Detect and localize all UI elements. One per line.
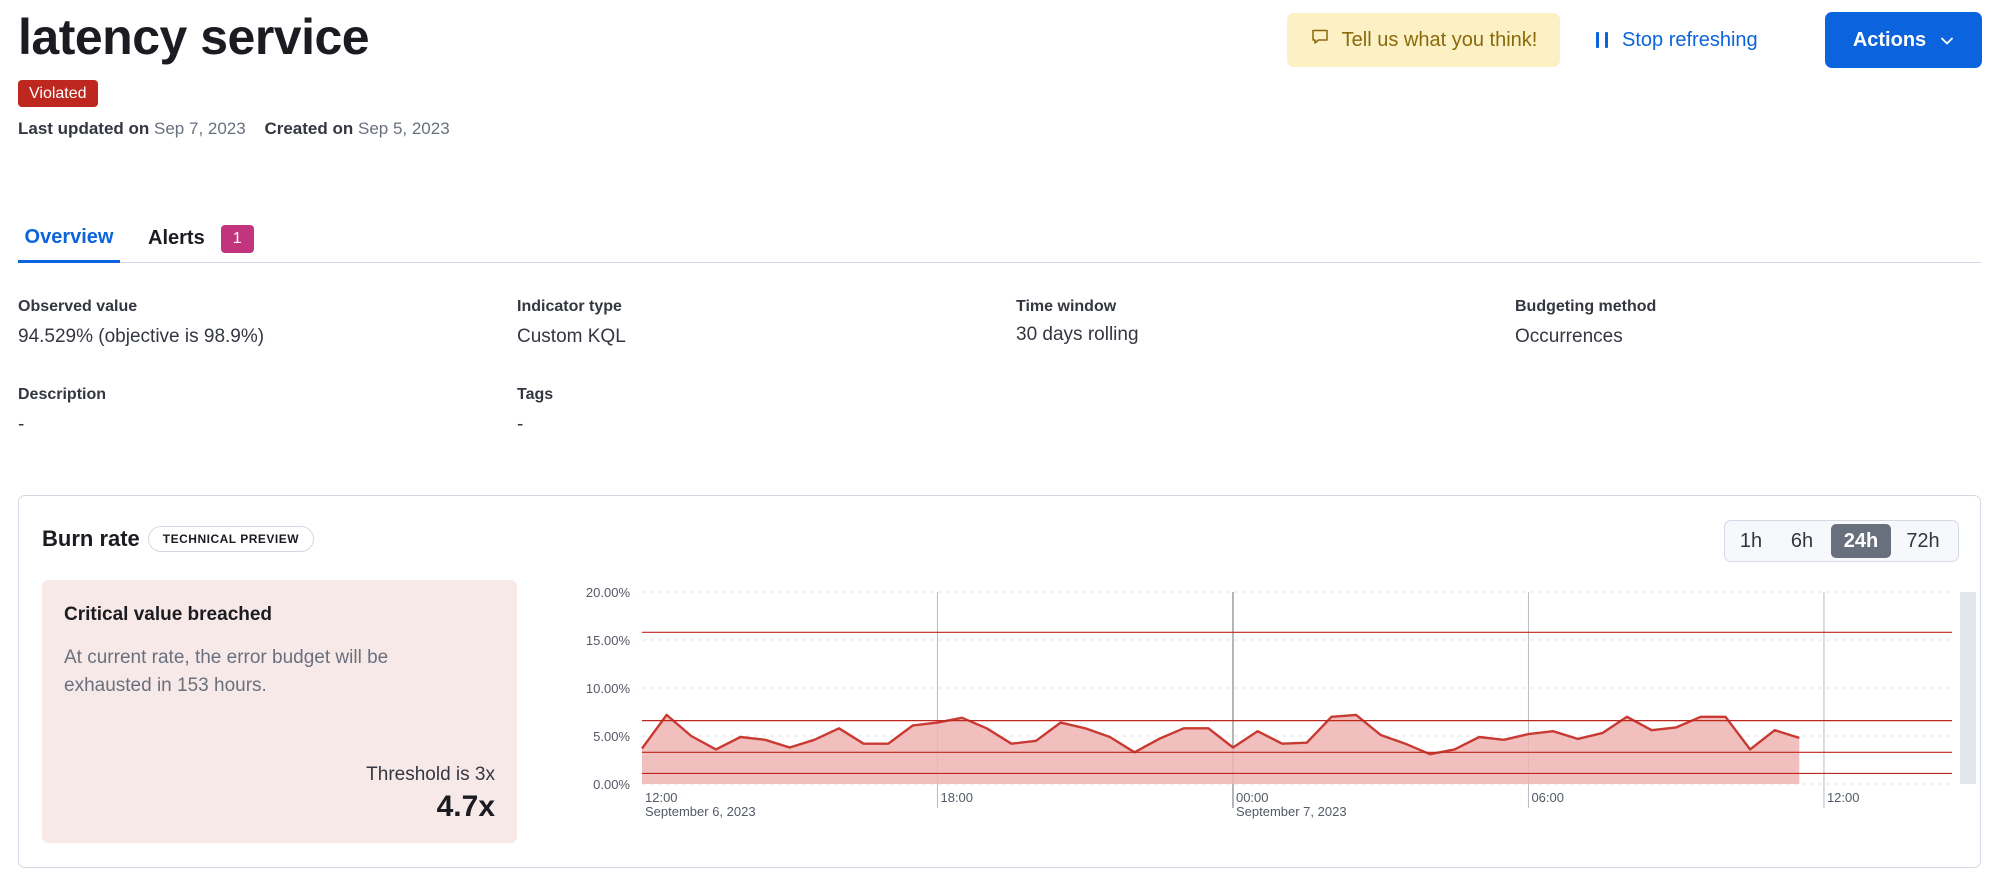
burn-rate-line [641, 713, 1800, 756]
x-tick-label: 12:00 [645, 790, 678, 805]
tags-value: - [517, 414, 524, 435]
actions-button[interactable]: Actions [1825, 12, 1982, 68]
range-button-6h[interactable]: 6h [1790, 529, 1814, 552]
x-tick-label: 00:00 [1236, 790, 1269, 805]
observed-value-field: Observed value 94.529% (objective is 98.… [18, 298, 264, 348]
created-value: Sep 5, 2023 [357, 119, 450, 138]
burn-rate-title-text: Burn rate [42, 526, 140, 551]
range-button-72h[interactable]: 72h [1906, 529, 1940, 552]
pause-icon [1596, 32, 1608, 48]
current-period-band [1960, 592, 1976, 784]
feedback-button[interactable]: Tell us what you think! [1287, 13, 1560, 67]
threshold-text: Threshold is 3x [366, 764, 495, 785]
x-tick-label: 12:00 [1827, 790, 1860, 805]
burn-rate-panel: Burn rate TECHNICAL PREVIEW 1h 6h 24h 72… [18, 495, 1981, 868]
range-button-24h[interactable]: 24h [1831, 524, 1891, 558]
y-tick-label: 20.00% [586, 585, 631, 600]
y-tick-label: 15.00% [586, 633, 631, 648]
current-burn-rate: 4.7x [436, 790, 495, 823]
status-badge: Violated [18, 80, 98, 107]
slo-meta: Last updated on Sep 7, 2023 Created on S… [18, 119, 450, 139]
tags-field: Tags - [517, 386, 553, 436]
technical-preview-badge: TECHNICAL PREVIEW [147, 526, 315, 552]
burn-rate-chart-svg: 0.00%5.00%10.00%15.00%20.00%14.4x6x3x1x1… [586, 585, 1976, 819]
stop-refreshing-button[interactable]: Stop refreshing [1596, 13, 1758, 67]
x-tick-label: 06:00 [1531, 790, 1564, 805]
burn-rate-area [642, 714, 1800, 784]
tags-label: Tags [517, 386, 554, 403]
stop-refreshing-label: Stop refreshing [1622, 28, 1758, 51]
range-button-1h[interactable]: 1h [1739, 529, 1763, 552]
tab-alerts-label: Alerts [148, 227, 205, 249]
last-updated-label: Last updated on [18, 119, 150, 138]
x-tick-sublabel: September 7, 2023 [1236, 804, 1347, 819]
indicator-type-label: Indicator type [517, 298, 622, 315]
comment-icon [1310, 27, 1330, 53]
created-label: Created on [264, 119, 354, 138]
y-tick-label: 5.00% [593, 729, 630, 744]
chevron-down-icon [1940, 29, 1954, 52]
breach-callout: Critical value breached At current rate,… [42, 580, 517, 843]
feedback-label: Tell us what you think! [1341, 28, 1538, 51]
actions-label: Actions [1852, 28, 1927, 51]
burn-rate-title: Burn rate TECHNICAL PREVIEW [42, 526, 315, 552]
time-range-selector: 1h 6h 24h 72h [1724, 520, 1959, 562]
tab-alerts[interactable]: Alerts 1 [148, 214, 254, 263]
burn-rate-chart: 0.00%5.00%10.00%15.00%20.00%14.4x6x3x1x1… [556, 575, 1976, 858]
time-window-label: Time window [1016, 298, 1117, 315]
budgeting-method-label: Budgeting method [1515, 298, 1657, 315]
observed-value-label: Observed value [18, 298, 138, 315]
tab-bar: Overview Alerts 1 [18, 214, 1981, 263]
y-tick-label: 10.00% [586, 681, 631, 696]
y-tick-label: 0.00% [593, 777, 630, 792]
observed-value: 94.529% (objective is 98.9%) [18, 326, 265, 347]
time-window-value: 30 days rolling [1016, 324, 1139, 345]
x-tick-label: 18:00 [940, 790, 973, 805]
budgeting-method-value: Occurrences [1515, 326, 1623, 347]
description-value: - [18, 414, 25, 435]
indicator-type-field: Indicator type Custom KQL [517, 298, 626, 348]
tab-overview[interactable]: Overview [18, 214, 120, 263]
x-tick-sublabel: September 6, 2023 [645, 804, 756, 819]
last-updated-value: Sep 7, 2023 [154, 119, 246, 138]
description-label: Description [18, 386, 107, 403]
alerts-count-badge: 1 [220, 224, 254, 253]
budgeting-method-field: Budgeting method Occurrences [1515, 298, 1656, 348]
time-window-field: Time window 30 days rolling [1016, 298, 1139, 346]
breach-title: Critical value breached [64, 604, 273, 625]
indicator-type-value: Custom KQL [517, 326, 626, 347]
description-field: Description - [18, 386, 106, 436]
breach-description: At current rate, the error budget will b… [64, 647, 389, 696]
page-title: latency service [18, 9, 370, 65]
